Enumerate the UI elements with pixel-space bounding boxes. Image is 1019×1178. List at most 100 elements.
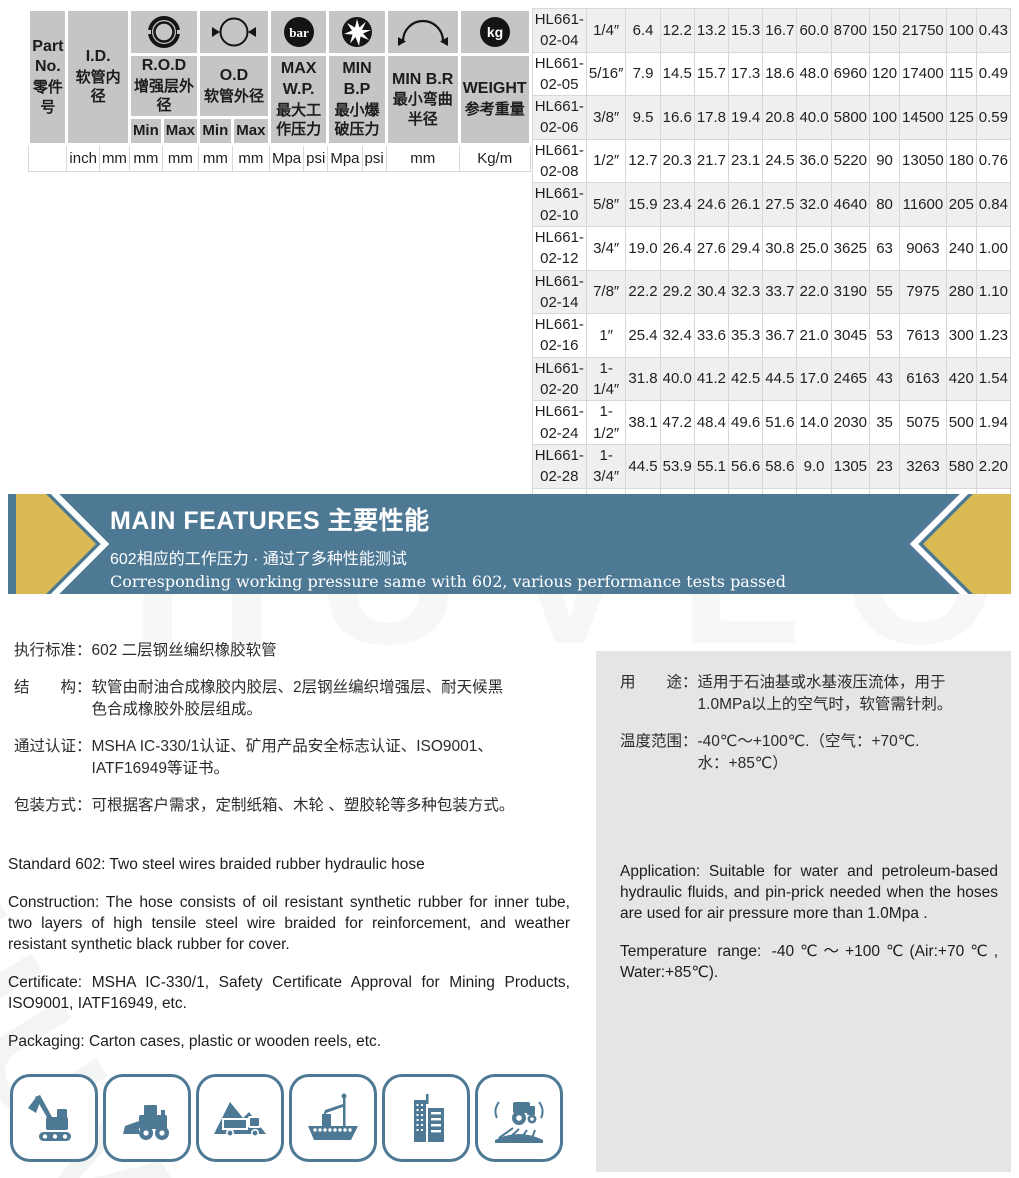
- value-cell: 1.54: [975, 356, 1012, 402]
- spec-label: 通过认证：: [14, 738, 92, 755]
- table-body: HL661-02-04 1/4″ 6.4 12.2 13.2 15.3 16.7 60.0 87…: [531, 8, 1012, 533]
- value-cell: 3045: [830, 313, 871, 358]
- value-cell: 22.0: [796, 269, 832, 315]
- banner-title-cn: 主要性能: [327, 507, 430, 535]
- spec-text: 适用于石油基或水基液压流体，用于 1.0MPa以上的空气时，软管需针刺。: [697, 674, 953, 713]
- value-cell: 18.6: [762, 51, 798, 97]
- value-cell: 29.4: [728, 225, 764, 271]
- table-row: HL661-02-20 1-1/4″ 31.8 40.0 41.2 42.5 44.5 17.…: [531, 356, 1012, 402]
- value-cell: 42.5: [728, 356, 764, 402]
- svg-text:kg: kg: [487, 24, 503, 40]
- od-label-en: O.D: [219, 66, 249, 84]
- value-cell: 3263: [899, 443, 947, 489]
- value-cell: 41.2: [693, 356, 730, 402]
- value-cell: 31.8: [625, 356, 661, 402]
- part-no-cell: HL661-02-24: [531, 400, 587, 445]
- value-cell: 29.2: [659, 269, 695, 315]
- value-cell: 1.10: [975, 269, 1012, 315]
- col-min-br: MIN B.R 最小弯曲半径: [384, 53, 461, 146]
- id-label-en: I.D.: [85, 48, 111, 65]
- table-row: HL661-02-08 1/2″ 12.7 20.3 21.7 23.1 24.5 36.0 5…: [531, 138, 1012, 184]
- value-cell: 5075: [899, 400, 947, 445]
- value-cell: 40.0: [659, 356, 695, 402]
- banner-left-bar: [8, 494, 16, 594]
- spec-paragraph: Packaging: Carton cases, plastic or wood…: [8, 1032, 382, 1050]
- value-cell: 27.5: [762, 182, 798, 227]
- value-cell: 6960: [830, 51, 871, 97]
- value-cell: 49.6: [728, 400, 764, 445]
- value-cell: 0.49: [975, 51, 1012, 97]
- max-wp-label-en: MAX W.P.: [280, 60, 317, 98]
- value-cell: 0.84: [975, 182, 1012, 227]
- main-features-banner: MAIN FEATURES 主要性能 602相应的工作压力 · 通过了多种性能测…: [8, 494, 1011, 594]
- value-cell: 1-3/4″: [585, 443, 627, 489]
- value-cell: 36.7: [762, 313, 798, 358]
- value-cell: 30.8: [762, 225, 798, 271]
- value-cell: 23: [869, 443, 901, 489]
- value-cell: 240: [945, 225, 977, 271]
- part-no-label-en: Part No.: [32, 37, 64, 76]
- value-cell: 21.7: [693, 138, 730, 184]
- value-cell: 6.4: [625, 8, 661, 53]
- value-cell: 1-1/2″: [585, 400, 627, 445]
- value-cell: 0.76: [975, 138, 1012, 184]
- table-row: HL661-02-28 1-3/4″ 44.5 53.9 55.1 56.6 58.6 9.0…: [531, 443, 1012, 489]
- specs-en-left: Standard 602: Two steel wires braided ru…: [8, 855, 570, 1069]
- value-cell: 13.2: [693, 8, 730, 53]
- value-cell: 205: [945, 182, 977, 227]
- burst-icon: [326, 8, 388, 56]
- min-br-label-en: MIN B.R: [392, 70, 454, 88]
- spec-text: 软管由耐油合成橡胶内胶层、2层钢丝编织增强层、耐天候黑 色合成橡胶外胶层组成。: [91, 679, 504, 718]
- col-rod: R.O.D 增强层外径: [127, 53, 200, 119]
- value-cell: 7/8″: [585, 269, 627, 315]
- value-cell: 100: [869, 95, 901, 140]
- value-cell: 17400: [899, 51, 947, 97]
- value-cell: 3/8″: [585, 95, 627, 140]
- value-cell: 125: [945, 95, 977, 140]
- value-cell: 280: [945, 269, 977, 315]
- unit-cell: mm: [161, 143, 199, 172]
- value-cell: 33.6: [693, 313, 730, 358]
- specs-cn-left: 执行标准： 602 二层钢丝编织橡胶软管结 构： 软管由耐油合成橡胶内胶层、2层钢丝…: [14, 640, 576, 832]
- value-cell: 7975: [899, 269, 947, 315]
- value-cell: 24.6: [693, 182, 730, 227]
- rod-max: Max: [160, 115, 200, 146]
- table-row: HL661-02-16 1″ 25.4 32.4 33.6 35.3 36.7 21.0 304…: [531, 313, 1012, 358]
- value-cell: 115: [945, 51, 977, 97]
- value-cell: 420: [945, 356, 977, 402]
- spec-label: 用 途：: [620, 674, 698, 691]
- value-cell: 63: [869, 225, 901, 271]
- value-cell: 9.5: [625, 95, 661, 140]
- value-cell: 14500: [899, 95, 947, 140]
- unit-cell: mm: [128, 143, 163, 172]
- value-cell: 0.59: [975, 95, 1012, 140]
- unit-cell: mm: [98, 143, 130, 172]
- unit-cell: Mpa: [327, 143, 363, 172]
- min-bp-label-cn: 最小爆破压力: [334, 101, 380, 139]
- id-label-cn: 软管内径: [75, 68, 121, 106]
- value-cell: 51.6: [762, 400, 798, 445]
- spec-label: 包装方式：: [14, 797, 92, 814]
- value-cell: 22.2: [625, 269, 661, 315]
- part-no-cell: HL661-02-06: [531, 95, 587, 140]
- table-row: HL661-02-05 5/16″ 7.9 14.5 15.7 17.3 18.6 48.0 6…: [531, 51, 1012, 97]
- rod-min: Min: [127, 115, 164, 146]
- table-row: HL661-02-24 1-1/2″ 38.1 47.2 48.4 49.6 51.6 14.…: [531, 400, 1012, 445]
- value-cell: 7613: [899, 313, 947, 358]
- spec-text: 可根据客户需求，定制纸箱、木轮 、塑胶轮等多种包装方式。: [91, 797, 515, 814]
- value-cell: 20.3: [659, 138, 695, 184]
- value-cell: 12.2: [659, 8, 695, 53]
- value-cell: 1.23: [975, 313, 1012, 358]
- banner-title: MAIN FEATURES 主要性能: [110, 506, 859, 536]
- part-no-cell: HL661-02-05: [531, 51, 587, 97]
- value-cell: 3190: [830, 269, 871, 315]
- part-no-cell: HL661-02-28: [531, 443, 587, 489]
- wheel-loader-icon: [103, 1074, 191, 1162]
- unit-cell: psi: [303, 143, 329, 172]
- header-icon-row: Part No. 零件号 I.D. 软管内径: [27, 8, 532, 146]
- value-cell: 90: [869, 138, 901, 184]
- weight-label-cn: 参考重量: [464, 101, 525, 119]
- value-cell: 21750: [899, 8, 947, 53]
- value-cell: 47.2: [659, 400, 695, 445]
